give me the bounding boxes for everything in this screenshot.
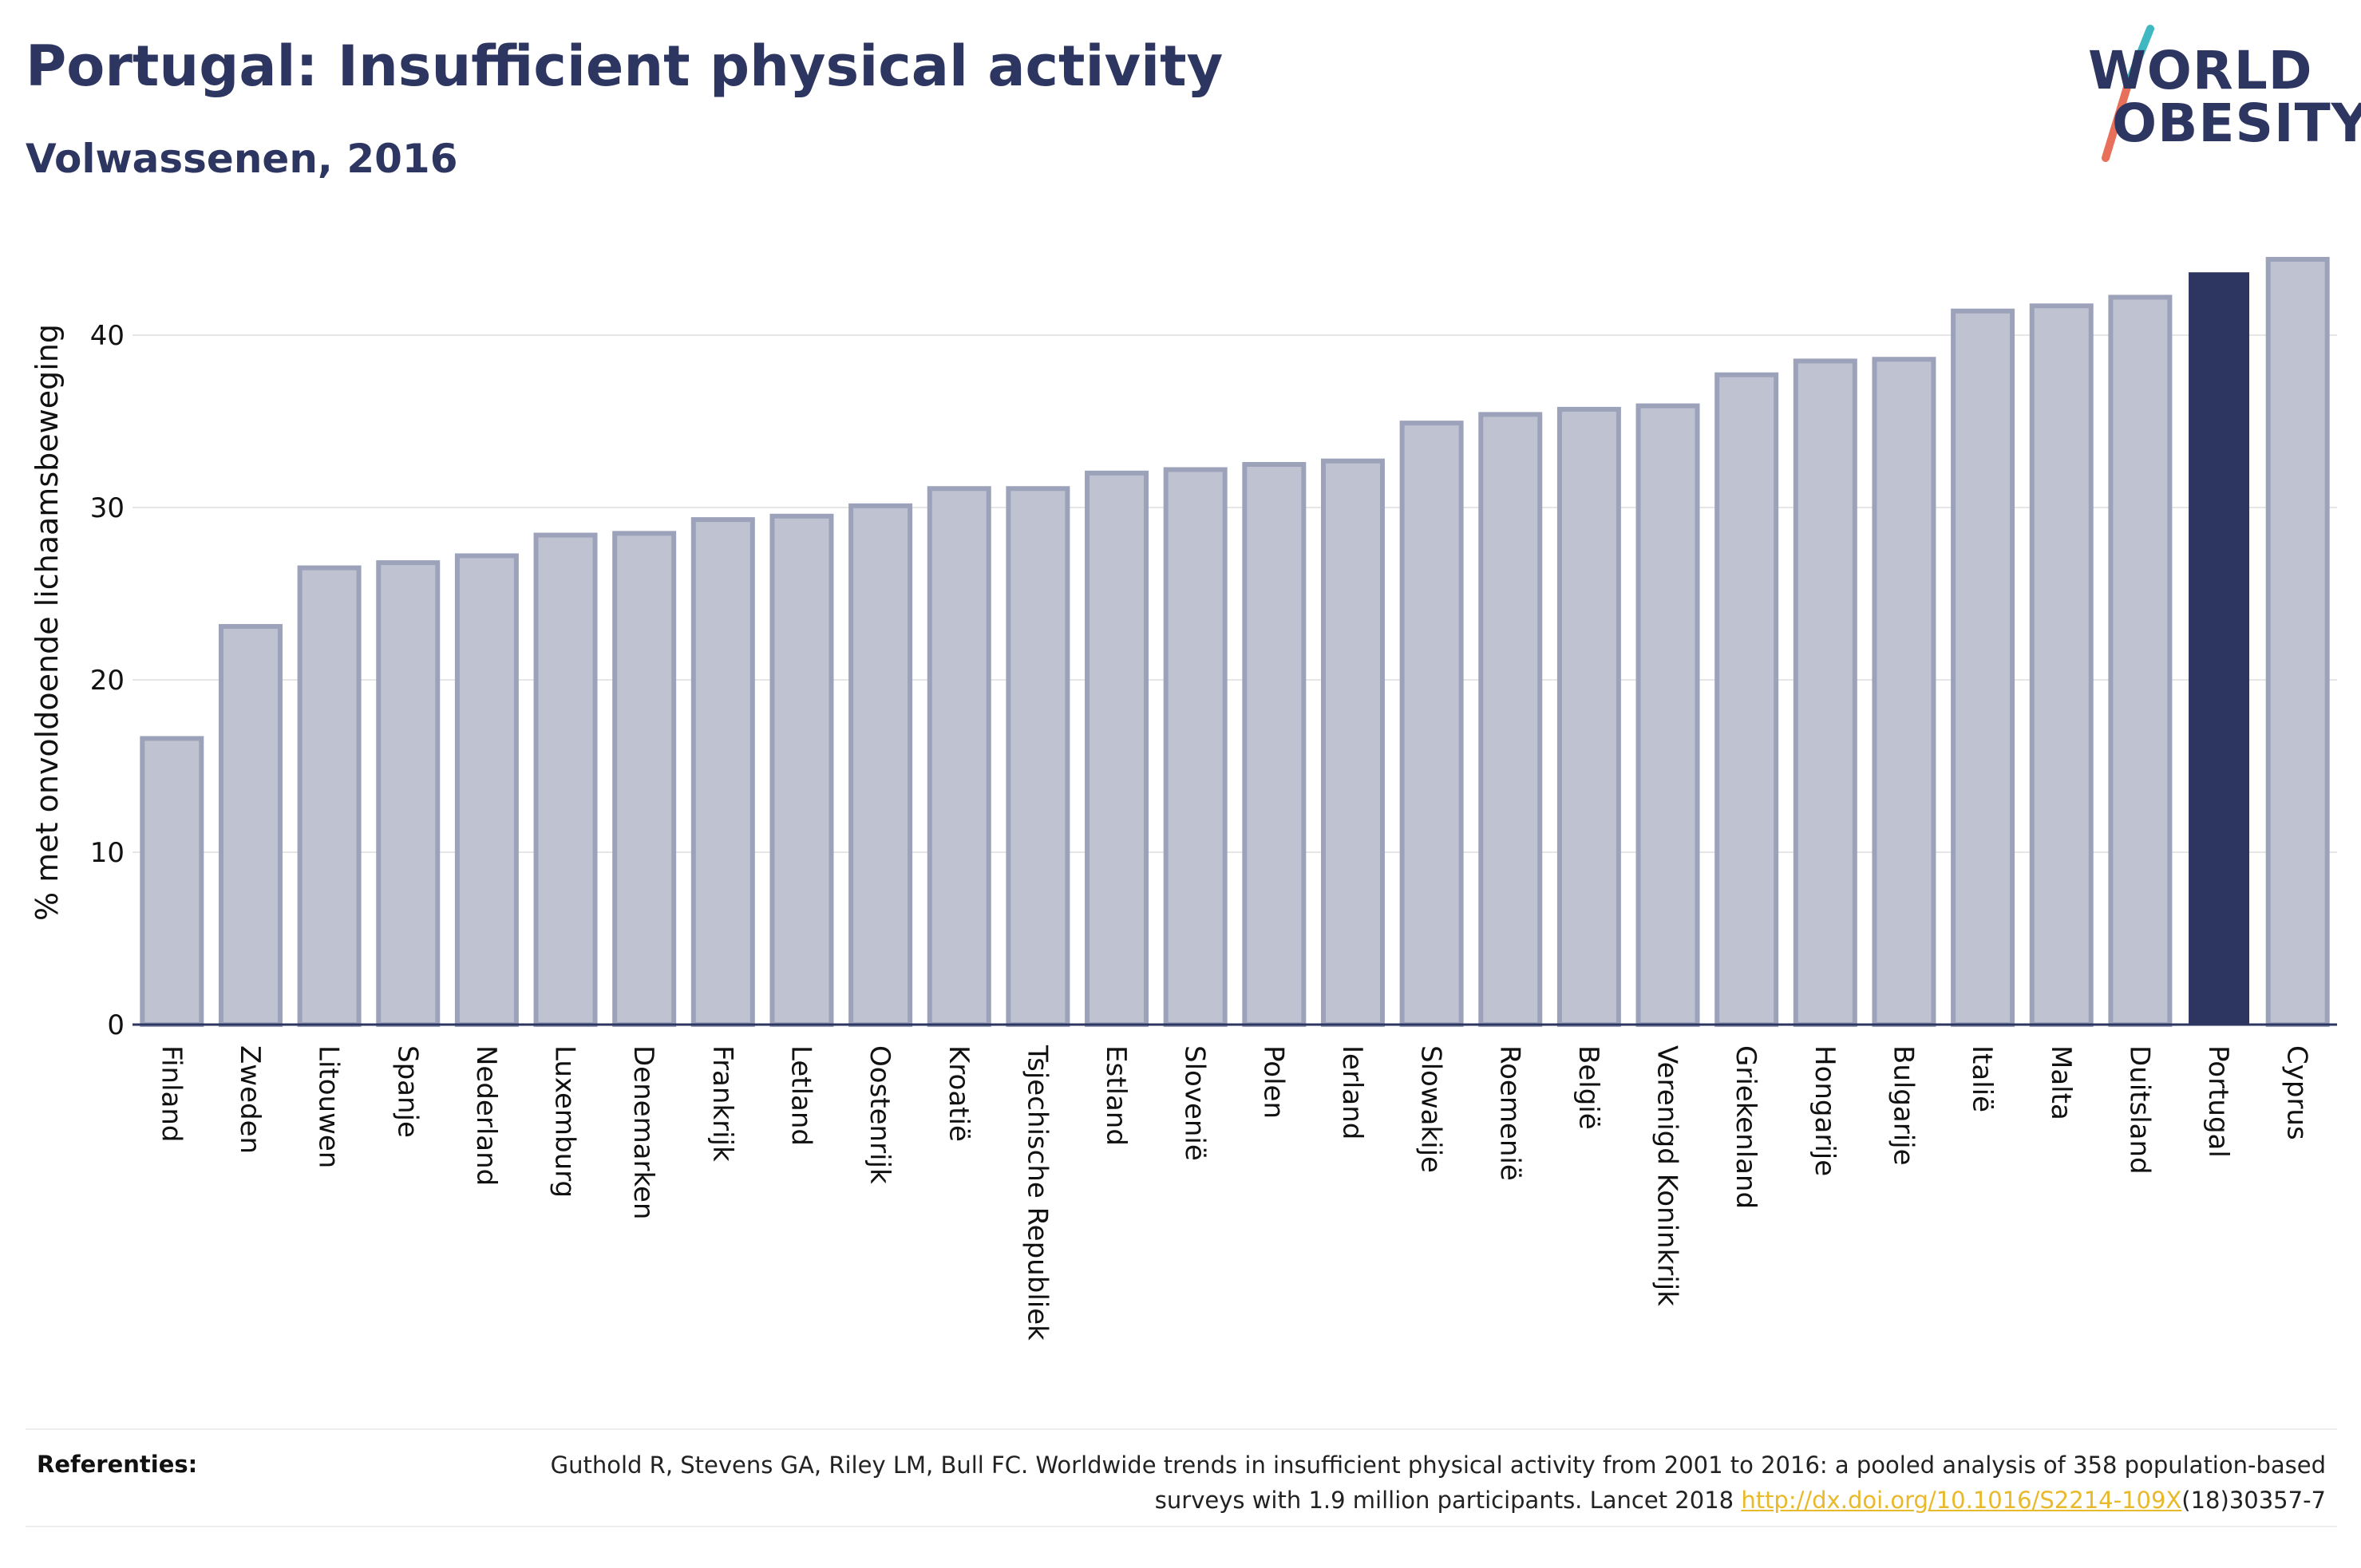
bar-verenigd-koninkrijk — [1635, 403, 1700, 1027]
x-tick-label: Zweden — [234, 1045, 266, 1154]
x-tick-label: Nederland — [470, 1045, 502, 1186]
bar-hongarije — [1793, 358, 1857, 1027]
x-tick-label: Duitsland — [2123, 1045, 2155, 1175]
x-tick-label: Frankrijk — [706, 1045, 738, 1162]
x-tick-label: Slovenië — [1179, 1045, 1211, 1161]
x-tick-label: Portugal — [2202, 1045, 2234, 1158]
references-citation: Guthold R, Stevens GA, Riley LM, Bull FC… — [550, 1451, 2326, 1514]
x-tick-label: Hongarije — [1809, 1045, 1841, 1176]
bar-letland — [769, 513, 834, 1027]
references-doi-link[interactable]: http://dx.doi.org/10.1016/S2214-109X — [1741, 1487, 2182, 1514]
bar-spanje — [376, 560, 441, 1027]
bar-duitsland — [2108, 294, 2173, 1028]
x-tick-label: Kroatië — [943, 1045, 975, 1142]
y-tick-label: 40 — [90, 320, 125, 352]
bar-sloveni- — [1163, 467, 1228, 1027]
x-tick-label: Verenigd Koninkrijk — [1651, 1045, 1683, 1306]
y-tick-label: 20 — [90, 665, 125, 697]
logo-slash-icon — [2102, 25, 2154, 162]
bar-portugal — [2189, 272, 2250, 1025]
x-tick-label: Litouwen — [313, 1045, 345, 1168]
bar-denemarken — [612, 531, 677, 1027]
bar-ierland — [1320, 458, 1385, 1027]
x-tick-label: Denemarken — [627, 1045, 659, 1219]
x-tick-label: Luxemburg — [549, 1045, 581, 1198]
bar-griekenland — [1714, 372, 1779, 1027]
bar-frankrijk — [690, 517, 755, 1027]
x-tick-label: Malta — [2045, 1045, 2077, 1120]
x-tick-label: Spanje — [391, 1045, 423, 1138]
bars — [140, 256, 2330, 1028]
x-tick-labels: Finland Zweden Litouwen Spanje Nederland Luxe… — [155, 1045, 2312, 1341]
bar-bulgarije — [1872, 357, 1936, 1027]
bar-itali- — [1951, 308, 2015, 1027]
bar-litouwen — [297, 565, 362, 1027]
bar-nederland — [454, 553, 519, 1027]
x-tick-label: Tsjechische Republiek — [1021, 1045, 1053, 1341]
bar-luxemburg — [533, 532, 598, 1027]
bar-estland — [1085, 470, 1149, 1027]
references-citation-suffix: (18)30357-7 — [2181, 1487, 2326, 1514]
x-tick-label: Ierland — [1336, 1045, 1368, 1139]
bar-roemeni- — [1478, 412, 1543, 1027]
x-tick-label: Letland — [785, 1045, 817, 1146]
bar-oostenrijk — [848, 503, 913, 1027]
y-axis-label: % met onvoldoende lichaamsbeweging — [30, 324, 65, 921]
bar-malta — [2029, 303, 2094, 1027]
references-divider-top — [26, 1428, 2337, 1430]
y-tick-label: 10 — [90, 837, 125, 869]
bar-chart: 0 10 20 30 40 Finland Zweden Litouwen Spanje Ned… — [30, 256, 2337, 1341]
x-tick-label: Slowakije — [1415, 1045, 1447, 1173]
bar-belgi- — [1556, 406, 1621, 1027]
logo-word-obesity: OBESITY — [2112, 93, 2361, 154]
x-tick-label: België — [1572, 1045, 1604, 1130]
y-tick-label: 30 — [90, 492, 125, 524]
x-tick-label: Finland — [155, 1045, 187, 1143]
references-label: Referenties: — [37, 1451, 198, 1478]
x-tick-label: Polen — [1257, 1045, 1289, 1119]
x-tick-label: Roemenië — [1493, 1045, 1525, 1181]
bar-finland — [140, 736, 204, 1027]
world-obesity-logo: WORLD OBESITY — [2075, 24, 2361, 168]
bar-zweden — [218, 624, 283, 1027]
x-tick-label: Bulgarije — [1887, 1045, 1919, 1166]
chart-subtitle: Volwassenen, 2016 — [26, 136, 458, 182]
x-tick-label: Estland — [1100, 1045, 1132, 1146]
x-tick-label: Italië — [1966, 1045, 1998, 1112]
x-tick-label: Griekenland — [1730, 1045, 1762, 1209]
bar-slowakije — [1399, 421, 1464, 1027]
bar-polen — [1242, 462, 1307, 1027]
bar-cyprus — [2265, 256, 2330, 1027]
y-tick-labels: 0 10 20 30 40 — [90, 320, 125, 1041]
bar-tsjechische-republiek — [1006, 486, 1070, 1027]
references-text: Guthold R, Stevens GA, Riley LM, Bull FC… — [490, 1448, 2326, 1518]
references-divider-bottom — [26, 1526, 2337, 1527]
x-tick-label: Oostenrijk — [864, 1045, 896, 1184]
bar-kroati- — [927, 486, 991, 1027]
chart-title: Portugal: Insufficient physical activity — [26, 34, 1224, 99]
x-tick-label: Cyprus — [2281, 1045, 2313, 1140]
logo-word-world: WORLD — [2088, 40, 2313, 101]
y-tick-label: 0 — [107, 1009, 125, 1041]
